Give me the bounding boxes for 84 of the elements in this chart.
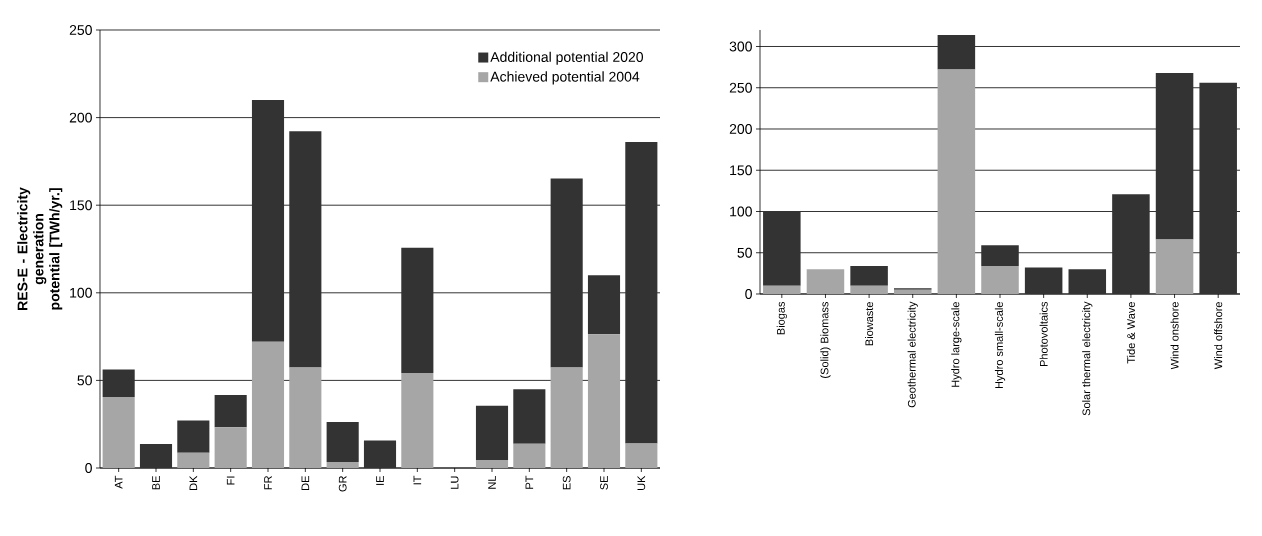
x-tick-label: Geothermal electricity (907, 301, 918, 408)
legend-label: Achieved potential 2004 (490, 71, 640, 85)
bar (177, 452, 210, 468)
bar (937, 34, 976, 70)
y-tick-label: 200 (69, 112, 92, 123)
x-tick-label: Biogas (776, 301, 787, 335)
bar (1199, 82, 1237, 294)
x-tick-label: PT (525, 475, 534, 489)
x-tick-label: Hydro large-scale (951, 302, 962, 387)
legend-label: Additional potential 2020 (490, 51, 644, 65)
bar (981, 245, 1019, 266)
bar (513, 443, 546, 468)
x-tick-label: Wind onshore (1170, 302, 1179, 370)
bar (475, 459, 509, 468)
bar (1068, 269, 1107, 294)
bar (806, 269, 845, 294)
bar (1024, 267, 1063, 294)
bar (587, 334, 621, 468)
x-tick-label: (Solid) Biomass (820, 301, 831, 378)
bar (587, 275, 621, 335)
y-tick-label: 150 (70, 200, 92, 211)
bar (401, 247, 434, 374)
x-tick-label: UK (637, 475, 646, 490)
bar (363, 440, 397, 468)
x-tick-label: LU (450, 476, 459, 489)
x-tick-label: DE (301, 476, 310, 490)
x-tick-label: FI (226, 476, 235, 485)
bar (177, 420, 210, 453)
y-tick-label: 50 (737, 247, 752, 258)
bar (625, 443, 658, 468)
bar (625, 142, 658, 444)
x-tick-label: Biowaste (865, 302, 874, 346)
x-tick-label: ES (562, 476, 571, 490)
bar (475, 405, 509, 460)
bar (214, 427, 247, 468)
x-tick-label: NL (488, 475, 496, 489)
bar (326, 462, 359, 468)
x-tick-label: AT (114, 475, 123, 489)
x-tick-label: FR (264, 476, 272, 490)
bar (937, 69, 976, 294)
bar (513, 389, 546, 444)
x-tick-label: IE (376, 476, 384, 485)
bar (251, 100, 285, 342)
y-tick-label: 50 (77, 375, 92, 386)
bar (1155, 239, 1194, 294)
y-tick-label: 100 (70, 287, 92, 298)
x-tick-label: SE (600, 476, 608, 490)
y-tick-label: 0 (745, 289, 752, 299)
y-tick-label: 150 (730, 165, 752, 176)
bar (251, 341, 285, 468)
x-tick-label: Tide & Wave (1126, 302, 1135, 364)
y-tick-label: 100 (730, 206, 752, 217)
x-tick-label: DK (189, 475, 198, 490)
bar (550, 178, 583, 368)
y-tick-label: 250 (729, 82, 752, 93)
x-tick-label: Solar thermal electricity (1082, 301, 1093, 416)
y-tick-label: 300 (729, 41, 752, 52)
bar (289, 131, 322, 368)
bar (850, 285, 888, 294)
bar (326, 422, 359, 463)
bar (981, 265, 1019, 294)
x-tick-label: BE (152, 476, 160, 490)
bar (289, 367, 322, 468)
x-tick-label: Photovoltaics (1039, 301, 1048, 367)
bar (550, 367, 583, 468)
bar (763, 211, 801, 286)
bar (102, 397, 135, 468)
y-axis-title: RES-E - Electricity generation potential [TWh/yr.] (17, 187, 63, 310)
y-tick-label: 0 (85, 463, 92, 473)
bar (1112, 194, 1150, 294)
bar (139, 444, 173, 468)
y-tick-label: 250 (69, 25, 92, 35)
bar (1155, 72, 1194, 240)
bar (893, 289, 932, 294)
bar (102, 369, 135, 398)
bar (214, 394, 247, 428)
x-tick-label: Wind offshore (1214, 302, 1223, 370)
y-tick-label: 200 (729, 124, 752, 134)
x-tick-label: Hydro small-scale (994, 302, 1006, 389)
x-tick-label: IT (413, 475, 422, 485)
bar (850, 265, 888, 286)
x-tick-label: GR (338, 476, 347, 492)
bar (401, 373, 434, 468)
bar (763, 285, 801, 294)
